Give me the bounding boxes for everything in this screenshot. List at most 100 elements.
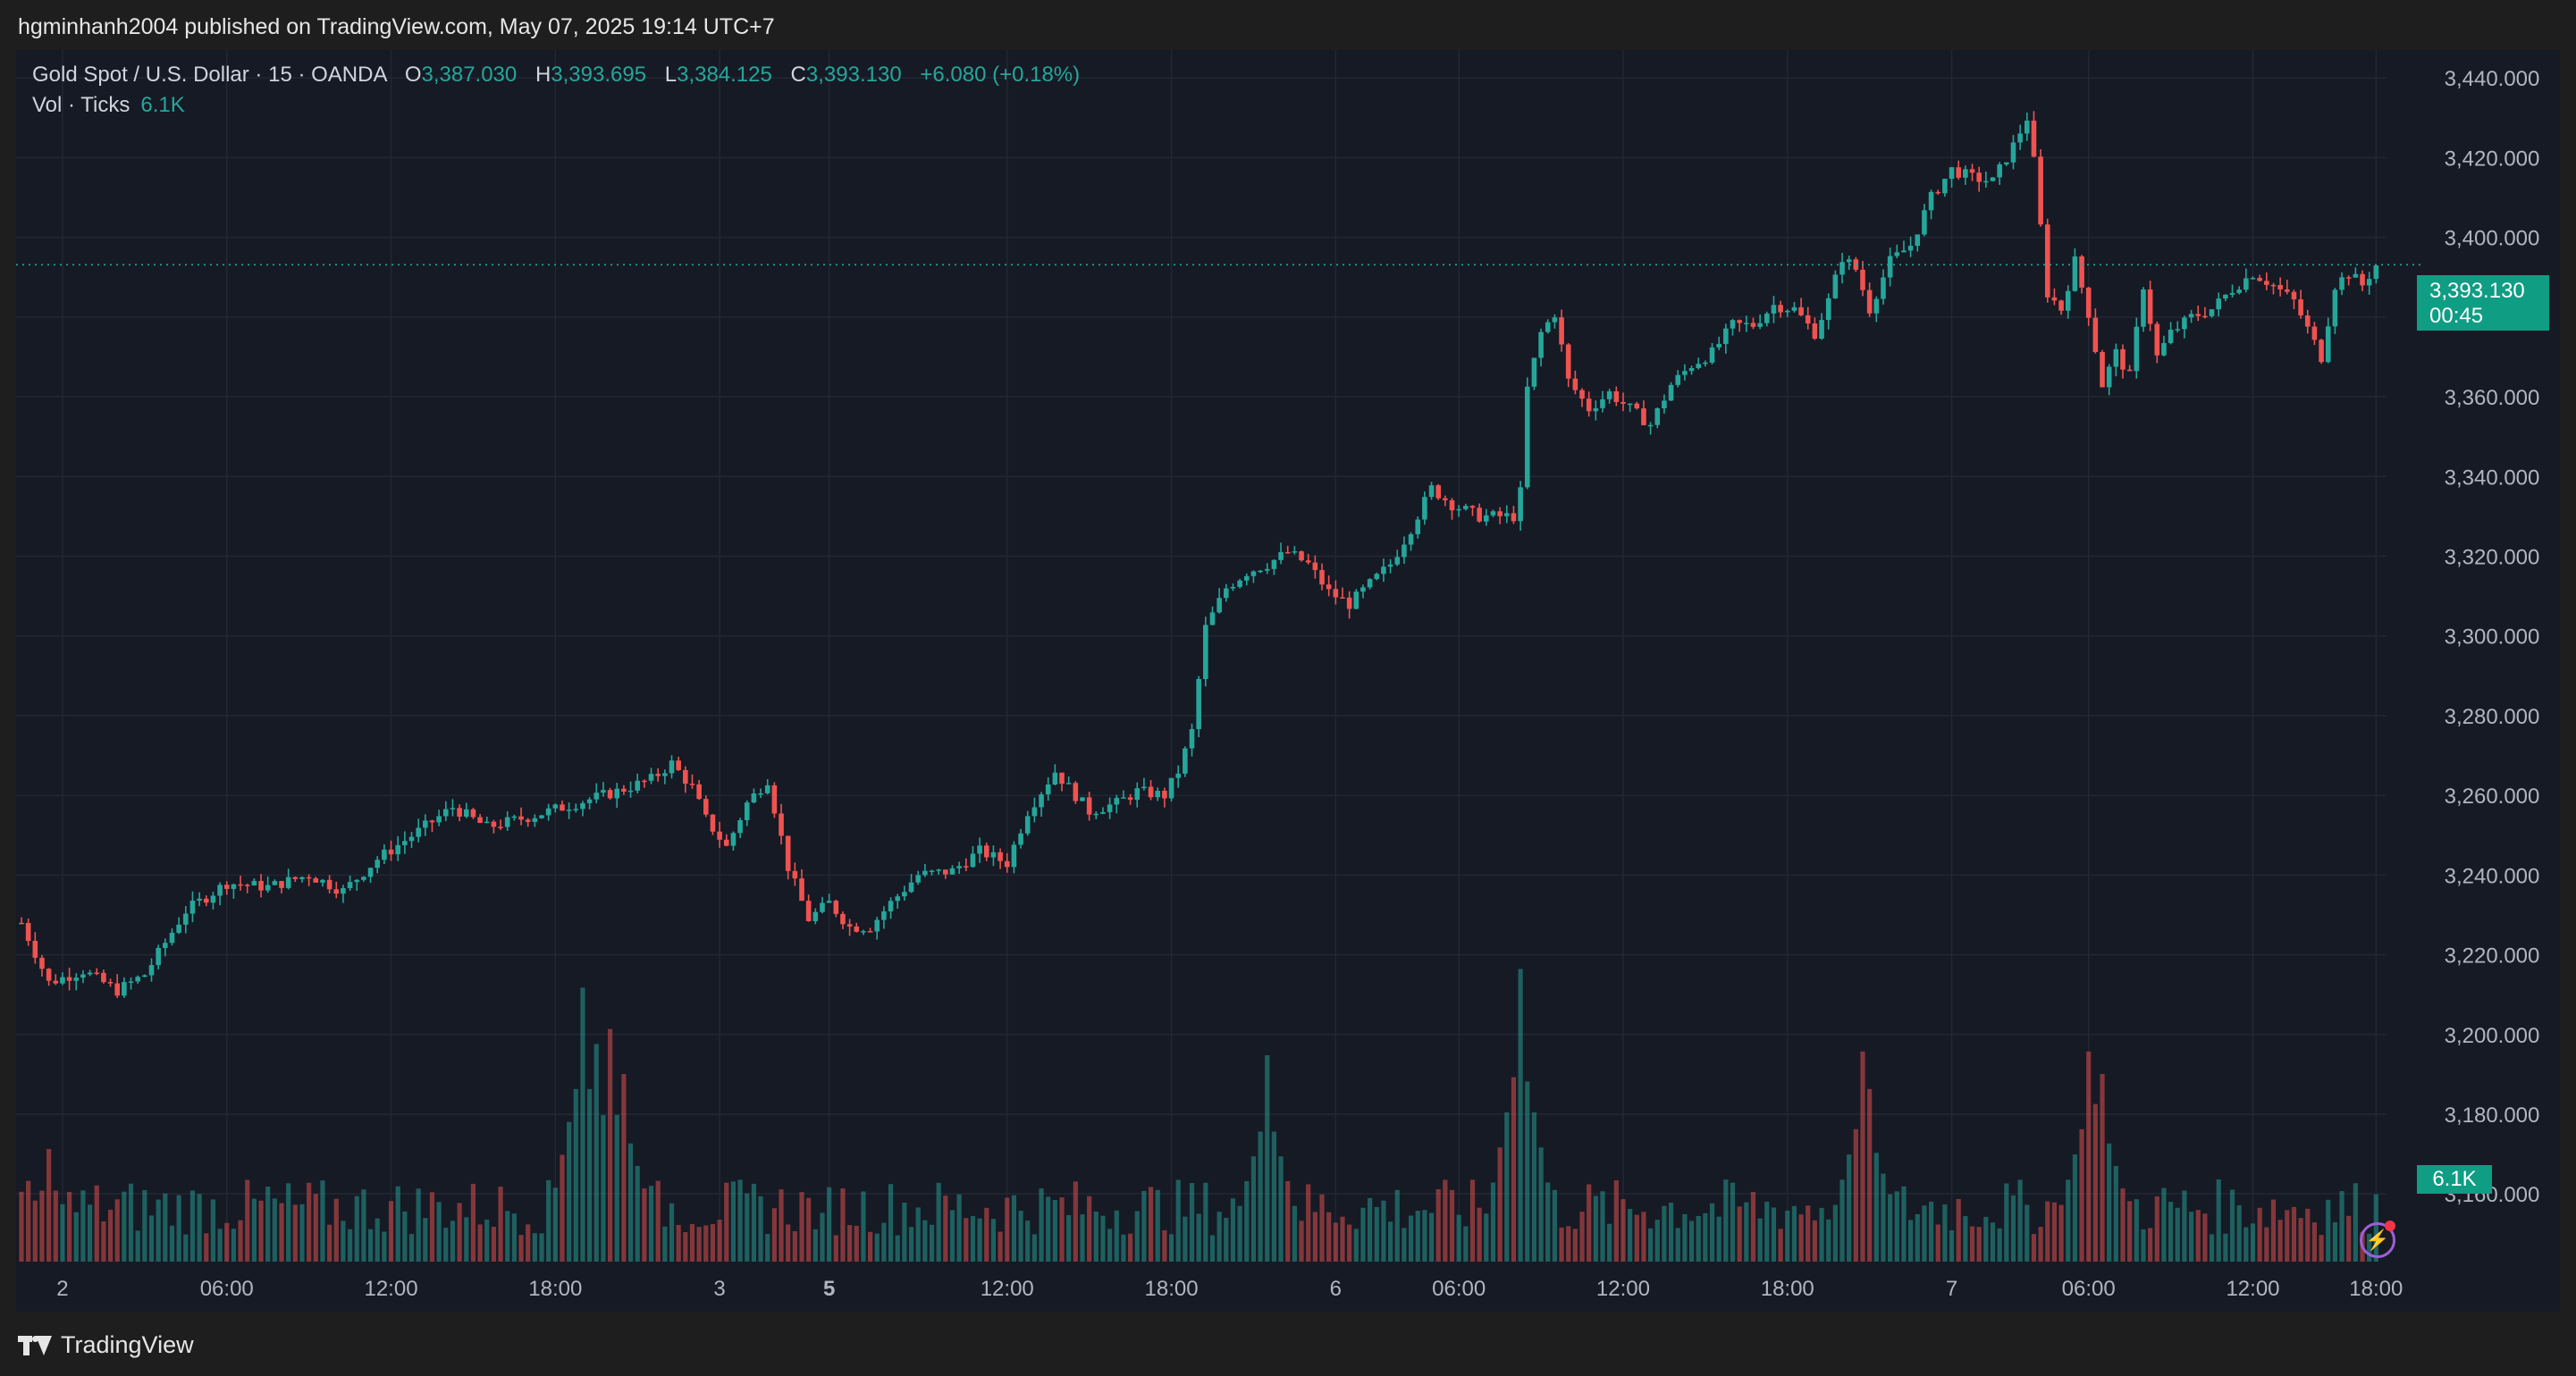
volume-bar [2339, 1191, 2344, 1262]
volume-bar [1812, 1220, 1817, 1262]
x-tick-label: 18:00 [1761, 1277, 1814, 1301]
candle-body [1237, 580, 1242, 587]
volume-bar [1730, 1182, 1736, 1262]
candle-body [1477, 508, 1482, 522]
volume-bar [2148, 1228, 2153, 1262]
candle-body [2339, 277, 2344, 290]
lightning-icon[interactable]: ⚡ [2360, 1222, 2395, 1258]
x-tick-label: 3 [713, 1277, 725, 1301]
candle-body [2010, 142, 2016, 163]
candle-body [539, 815, 544, 818]
tradingview-logo[interactable]: TradingView [18, 1331, 194, 1359]
volume-bar [635, 1165, 640, 1262]
volume-bar [1114, 1210, 1119, 1262]
volume-bar [423, 1218, 428, 1262]
volume-bar [1545, 1182, 1551, 1262]
y-tick-label: 3,280.000 [2445, 705, 2540, 729]
candle-body [1887, 256, 1893, 278]
price-chart[interactable]: 3,440.0003,420.0003,400.0003,380.0003,36… [16, 50, 2560, 1312]
x-tick-label: 5 [823, 1277, 835, 1301]
candle-body [1703, 362, 1708, 365]
candle-body [1716, 343, 1722, 348]
volume-bar [627, 1143, 634, 1262]
candle-body [1942, 179, 1948, 194]
candle-body [1250, 571, 1257, 576]
candle-body [683, 769, 688, 784]
volume-bar [587, 1088, 593, 1262]
volume-bar [1791, 1205, 1797, 1262]
volume-bar [1285, 1180, 1291, 1262]
candle-body [2360, 273, 2365, 286]
candle-body [758, 793, 763, 795]
candle-body [2319, 340, 2324, 363]
candle-body [1422, 497, 1427, 520]
candle-body [1778, 305, 1783, 313]
candle-body [580, 802, 585, 810]
candle-body [1367, 579, 1373, 588]
volume-bar [902, 1203, 907, 1262]
candle-body [73, 977, 80, 981]
volume-bar [539, 1233, 544, 1262]
volume-bar [142, 1189, 147, 1262]
volume-bar [197, 1194, 202, 1262]
volume-bar [1394, 1189, 1400, 1262]
candle-body [1956, 167, 1962, 178]
volume-bar [2086, 1051, 2092, 1262]
volume-label[interactable]: Vol · Ticks [32, 93, 130, 117]
volume-bar [135, 1230, 140, 1262]
candle-body [484, 821, 490, 824]
candle-body [2188, 314, 2194, 318]
candle-body [1490, 511, 1496, 516]
candle-body [1353, 592, 1360, 609]
candle-body [429, 820, 435, 823]
volume-bar [964, 1218, 969, 1262]
volume-bar [416, 1188, 421, 1262]
candle-body [573, 809, 579, 810]
candle-body [382, 849, 387, 860]
symbol-name[interactable]: Gold Spot / U.S. Dollar · 15 · OANDA [32, 63, 387, 87]
volume-bar [1360, 1207, 1366, 1262]
volume-bar [662, 1226, 668, 1262]
volume-bar [1340, 1216, 1345, 1262]
candle-body [258, 880, 264, 891]
candle-body [2277, 284, 2283, 289]
volume-bar [388, 1201, 394, 1262]
volume-bar [1928, 1201, 1934, 1262]
candle-body [2243, 278, 2249, 290]
candle-body [1148, 786, 1154, 798]
candle-body [1627, 403, 1633, 406]
volume-bar [1668, 1203, 1674, 1262]
volume-bar [1915, 1213, 1920, 1262]
volume-bar [1806, 1205, 1811, 1262]
volume-bar [128, 1183, 134, 1262]
change-value: +6.080 (+0.18%) [920, 63, 1081, 87]
volume-bar [1956, 1198, 1961, 1262]
candle-body [1394, 557, 1401, 565]
volume-bar [861, 1191, 866, 1262]
candle-body [2311, 326, 2318, 340]
volume-bar [607, 1028, 613, 1262]
candle-body [1682, 371, 1688, 375]
volume-bar [327, 1224, 333, 1262]
volume-bar [2051, 1202, 2058, 1262]
volume-bar [2154, 1196, 2159, 1262]
volume-bar [1428, 1212, 1435, 1262]
candle-body [2100, 351, 2105, 388]
candle-body [566, 810, 572, 811]
volume-bar [614, 1114, 619, 1262]
candle-body [1456, 508, 1461, 511]
high-label: H [535, 63, 551, 87]
volume-bar [1319, 1194, 1325, 1262]
chart-panel[interactable]: 3,440.0003,420.0003,400.0003,380.0003,36… [16, 50, 2560, 1312]
candle-body [764, 784, 770, 793]
volume-bar [1080, 1214, 1085, 1262]
volume-bar [1593, 1196, 1598, 1262]
volume-bar [231, 1229, 236, 1262]
volume-bar [1025, 1221, 1031, 1262]
candle-body [2004, 162, 2009, 164]
candle-body [1737, 320, 1742, 323]
candle-body [929, 870, 935, 872]
volume-bar [2058, 1204, 2064, 1262]
candle-body [2031, 121, 2037, 157]
volume-bar [1696, 1215, 1701, 1262]
